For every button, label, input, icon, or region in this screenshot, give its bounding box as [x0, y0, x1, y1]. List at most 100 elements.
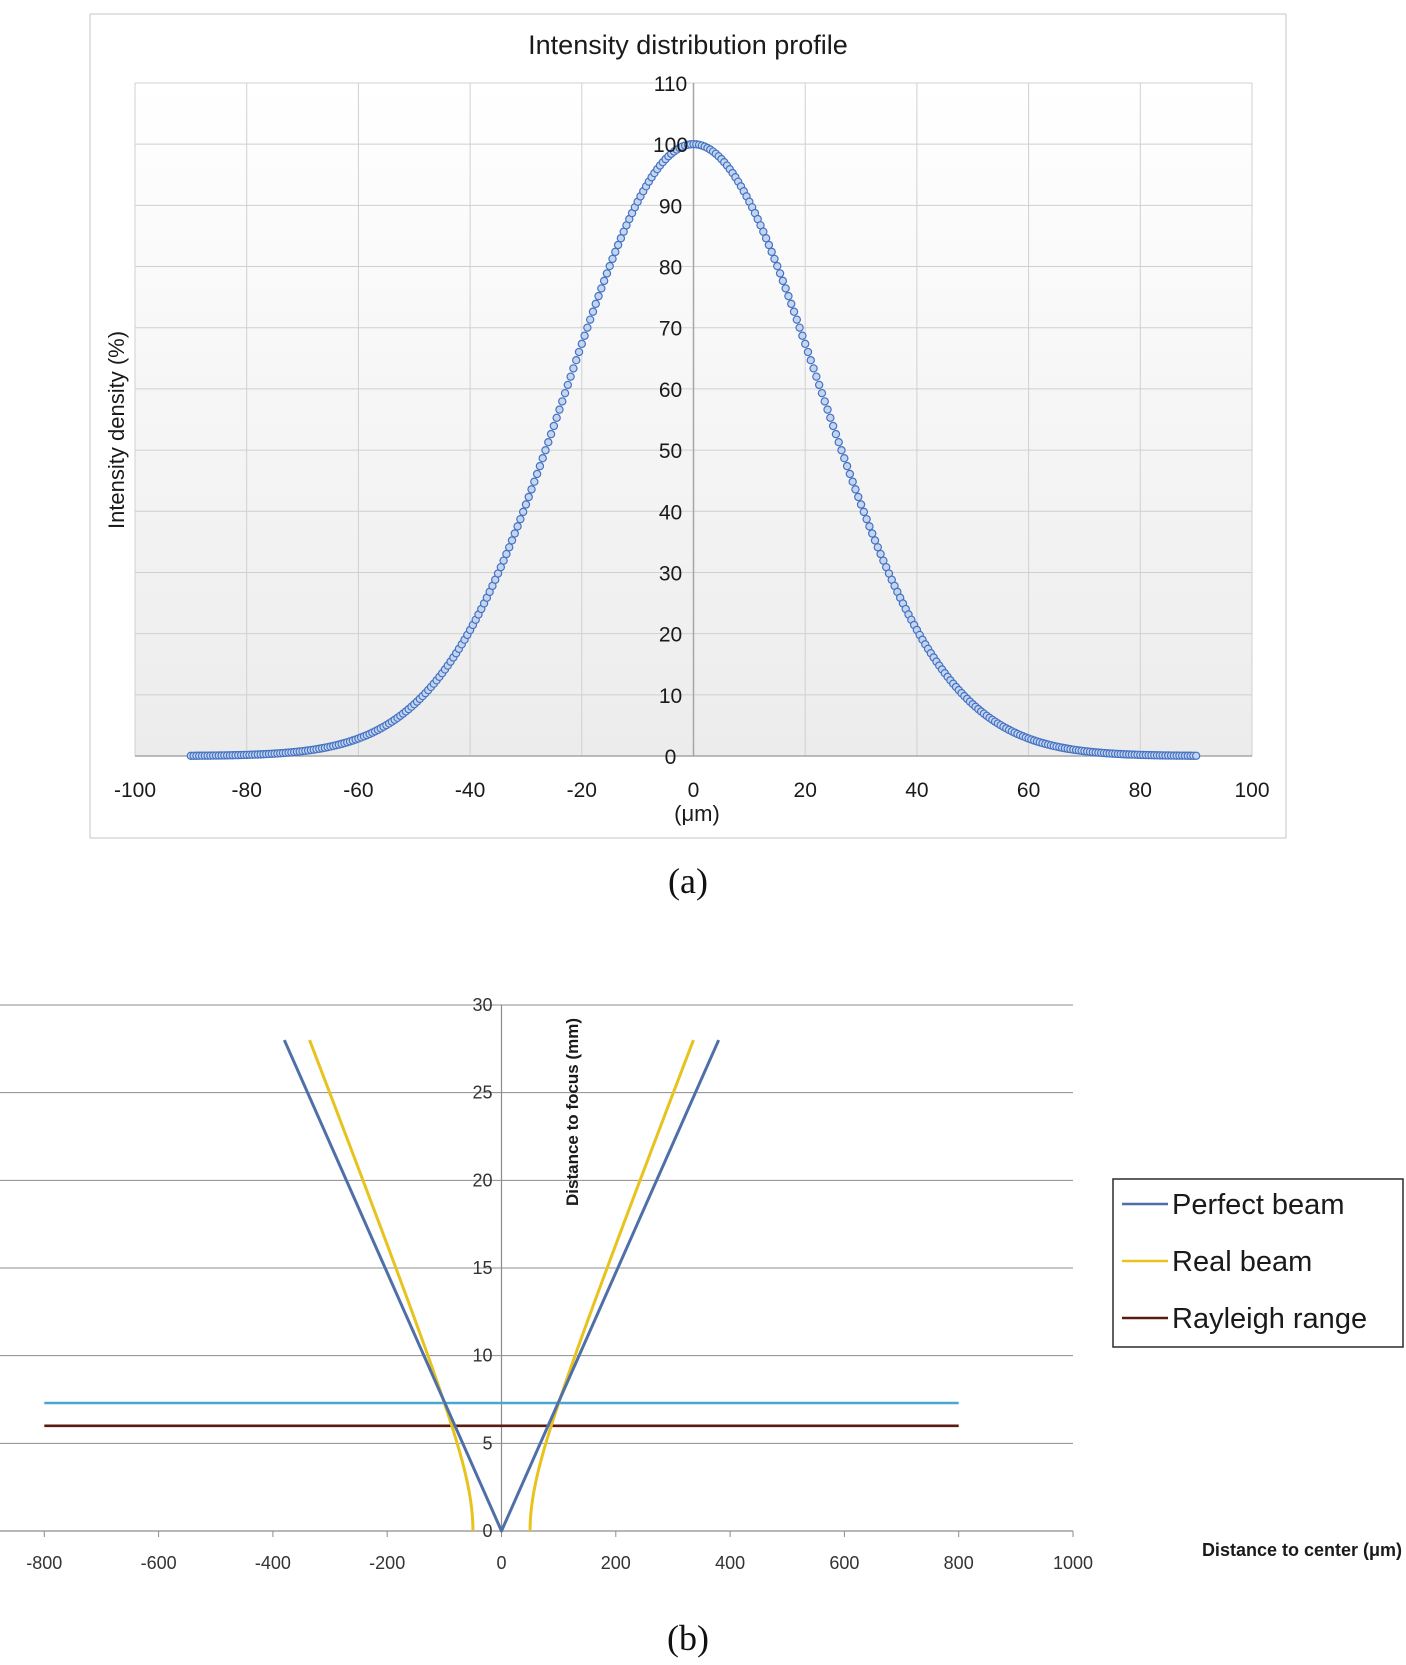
chart-a-data-point	[599, 276, 609, 286]
chart-b-series-real-beam-left	[308, 1039, 475, 1532]
chart-a-y-tick-label: 80	[659, 257, 682, 280]
chart-a-x-tick-label: 20	[794, 779, 817, 802]
chart-a-data-point	[845, 469, 855, 479]
chart-a-y-tick-label: 50	[659, 440, 682, 463]
chart-a-data-point	[524, 492, 533, 502]
chart-a-y-axis-label: Intensity density (%)	[104, 331, 129, 529]
chart-a-y-tick-label: 60	[659, 379, 682, 402]
chart-a-data-point	[789, 307, 799, 316]
chart-a-x-tick-labels: -100 -80 -60 -40 -20 0 20 40 60 80 100	[114, 779, 1270, 802]
chart-a-data-point	[814, 380, 824, 390]
chart-a-x-tick-label: 100	[1234, 779, 1269, 802]
chart-a-data-point	[502, 549, 511, 559]
chart-a-series	[186, 139, 1201, 760]
chart-a-data-point	[591, 299, 600, 309]
chart-b-y-tick-label: 30	[472, 995, 492, 1015]
chart-a-data-point	[856, 500, 866, 509]
chart-a-data-point	[770, 254, 779, 264]
chart-b-legend-label: Rayleigh range	[1172, 1303, 1367, 1335]
chart-a-data-point	[773, 261, 782, 271]
chart-a-x-tick-label: 60	[1017, 779, 1040, 802]
chart-a-data-point	[507, 536, 517, 545]
chart-a-data-point	[588, 307, 598, 316]
chart-a-y-tick-label: 10	[659, 685, 682, 708]
chart-a-data-point	[803, 347, 813, 357]
chart-a-data-point	[828, 421, 838, 431]
chart-a-data-point	[837, 446, 846, 455]
chart-a-data-point	[555, 405, 564, 414]
chart-a-data-point	[544, 437, 553, 447]
chart-a-data-point	[608, 254, 617, 264]
chart-b-legend: Perfect beam Real beam Rayleigh range	[1112, 1178, 1404, 1348]
chart-a-data-point	[806, 356, 815, 365]
panel-a-label: (a)	[668, 861, 708, 901]
chart-a-data-point	[784, 291, 793, 301]
chart-a-x-tick-label: -80	[232, 779, 262, 802]
chart-a-data-point	[527, 485, 536, 494]
chart-a-data-point	[560, 388, 570, 398]
chart-a-data-point	[580, 331, 589, 340]
chart-a-data-point	[781, 284, 790, 293]
chart-a-x-tick-label: 40	[905, 779, 928, 802]
chart-a-data-point	[513, 522, 522, 531]
chart-a-data-point	[823, 405, 832, 414]
chart-a-x-tick-label: -20	[567, 779, 597, 802]
chart-a-data-point	[767, 247, 776, 257]
chart-a-data-point	[812, 372, 821, 381]
chart-a-data-point	[569, 364, 578, 373]
chart-a-data-point	[532, 469, 542, 479]
chart-b-x-tick-label: -400	[255, 1553, 291, 1573]
chart-b-y-tick-label: 5	[482, 1433, 492, 1453]
chart-a-data-point	[862, 514, 871, 524]
chart-a-data-point	[611, 247, 620, 257]
chart-a-y-tick-label: 0	[665, 746, 677, 769]
chart-a-data-point	[792, 315, 802, 324]
chart-b-grid	[0, 1004, 1073, 1444]
chart-a-data-point	[516, 514, 525, 524]
chart-a-x-tick-label: -40	[455, 779, 485, 802]
chart-a-data-point	[597, 284, 606, 293]
chart-a-data-point	[851, 485, 860, 494]
chart-b-axes	[0, 1005, 1074, 1537]
chart-b-y-tick-label: 20	[472, 1170, 492, 1190]
chart-b-x-tick-label: 1000	[1053, 1553, 1093, 1573]
chart-b-x-tick-label: 800	[944, 1553, 974, 1573]
chart-a-y-tick-label: 70	[659, 318, 682, 341]
chart-b-y-tick-label: 0	[482, 1521, 492, 1541]
chart-a-data-point	[831, 429, 841, 439]
chart-a-data-point	[505, 543, 514, 552]
chart-b-series-perfect-beam	[282, 1039, 721, 1533]
chart-b-series-real-beam-right	[528, 1039, 695, 1532]
chart-a-x-tick-label: -100	[114, 779, 156, 802]
chart-a-data-point	[585, 315, 595, 324]
chart-a-y-tick-label: 100	[653, 134, 688, 157]
chart-b-series	[44, 1039, 959, 1533]
chart-b-legend-label: Real beam	[1172, 1246, 1312, 1278]
chart-a-data-point	[574, 347, 584, 357]
chart-a-data-point	[510, 529, 519, 538]
chart-a-data-point	[859, 507, 869, 517]
chart-a-axes	[135, 83, 1252, 757]
chart-a-title: Intensity distribution profile	[528, 30, 848, 60]
chart-a-data-point	[583, 323, 592, 332]
chart-b-x-tick-label: -200	[369, 1553, 405, 1573]
chart-b-legend-label: Perfect beam	[1172, 1189, 1344, 1221]
chart-a-x-axis-label: (μm)	[674, 801, 720, 826]
chart-b-x-tick-label: 400	[715, 1553, 745, 1573]
chart-a-data-point	[594, 291, 603, 301]
chart-b-x-tick-label: -800	[26, 1553, 62, 1573]
chart-a-data-point	[613, 240, 623, 250]
chart-a-data-point	[602, 269, 612, 278]
chart-b-x-tick-label: -600	[141, 1553, 177, 1573]
chart-a-data-point	[541, 446, 550, 455]
chart-a-data-point	[840, 454, 849, 463]
chart-b-y-axis-label: Distance to focus (mm)	[563, 1018, 582, 1206]
chart-a-data-point	[826, 413, 835, 423]
panel-b-label: (b)	[667, 1618, 709, 1658]
chart-a-data-point	[778, 276, 788, 286]
chart-a-data-point	[865, 522, 874, 531]
chart-b-x-tick-label: 0	[496, 1553, 506, 1573]
chart-a-data-point	[546, 429, 556, 439]
